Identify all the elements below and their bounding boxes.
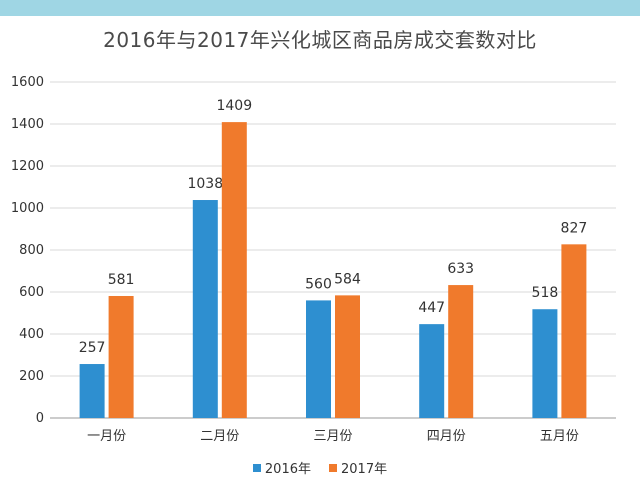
bar-2017	[221, 122, 247, 419]
data-label: 447	[418, 300, 445, 316]
legend-label-2016: 2016年	[264, 462, 311, 477]
chart-title: 2016年与2017年兴化城区商品房成交套数对比	[103, 28, 537, 52]
y-tick-label: 0	[36, 411, 44, 426]
data-label: 257	[79, 340, 106, 356]
bar-2016	[419, 324, 445, 418]
top-decor-band	[0, 0, 640, 16]
legend-item-2016: 2016年	[252, 458, 311, 477]
y-tick-label: 200	[19, 369, 44, 384]
bar-2016	[306, 300, 331, 418]
data-label: 633	[447, 261, 474, 277]
data-label: 1409	[216, 98, 252, 114]
legend-swatch-2017	[329, 463, 337, 472]
y-tick-label: 400	[19, 327, 44, 342]
bar-2016	[79, 364, 105, 418]
y-tick-label: 800	[19, 243, 44, 258]
x-tick-label: 二月份	[200, 429, 239, 444]
legend-swatch-2016	[252, 463, 261, 472]
y-tick-label: 1600	[11, 75, 44, 90]
y-tick-label: 1000	[11, 201, 44, 216]
data-label: 827	[561, 220, 588, 236]
y-tick-label: 1200	[11, 159, 44, 174]
bar-2016	[192, 200, 218, 418]
bar-2017	[448, 285, 474, 418]
x-tick-label: 四月份	[427, 429, 466, 444]
bar-2017	[335, 295, 360, 418]
data-label: 584	[334, 271, 361, 287]
x-tick-label: 一月份	[87, 429, 126, 444]
x-tick-label: 五月份	[540, 429, 579, 444]
x-tick-label: 三月份	[313, 429, 352, 444]
bar-2017	[561, 244, 587, 418]
data-label: 560	[305, 276, 332, 292]
legend: 2016年 2017年	[0, 458, 640, 477]
data-label: 518	[532, 285, 559, 301]
bar-2017	[108, 295, 134, 418]
data-label: 581	[108, 272, 135, 288]
legend-item-2017: 2017年	[329, 458, 387, 477]
y-tick-label: 1400	[11, 117, 44, 132]
y-tick-label: 600	[19, 285, 44, 300]
legend-label-2017: 2017年	[341, 462, 388, 477]
bar-2016	[532, 309, 558, 418]
data-label: 1038	[187, 176, 223, 192]
